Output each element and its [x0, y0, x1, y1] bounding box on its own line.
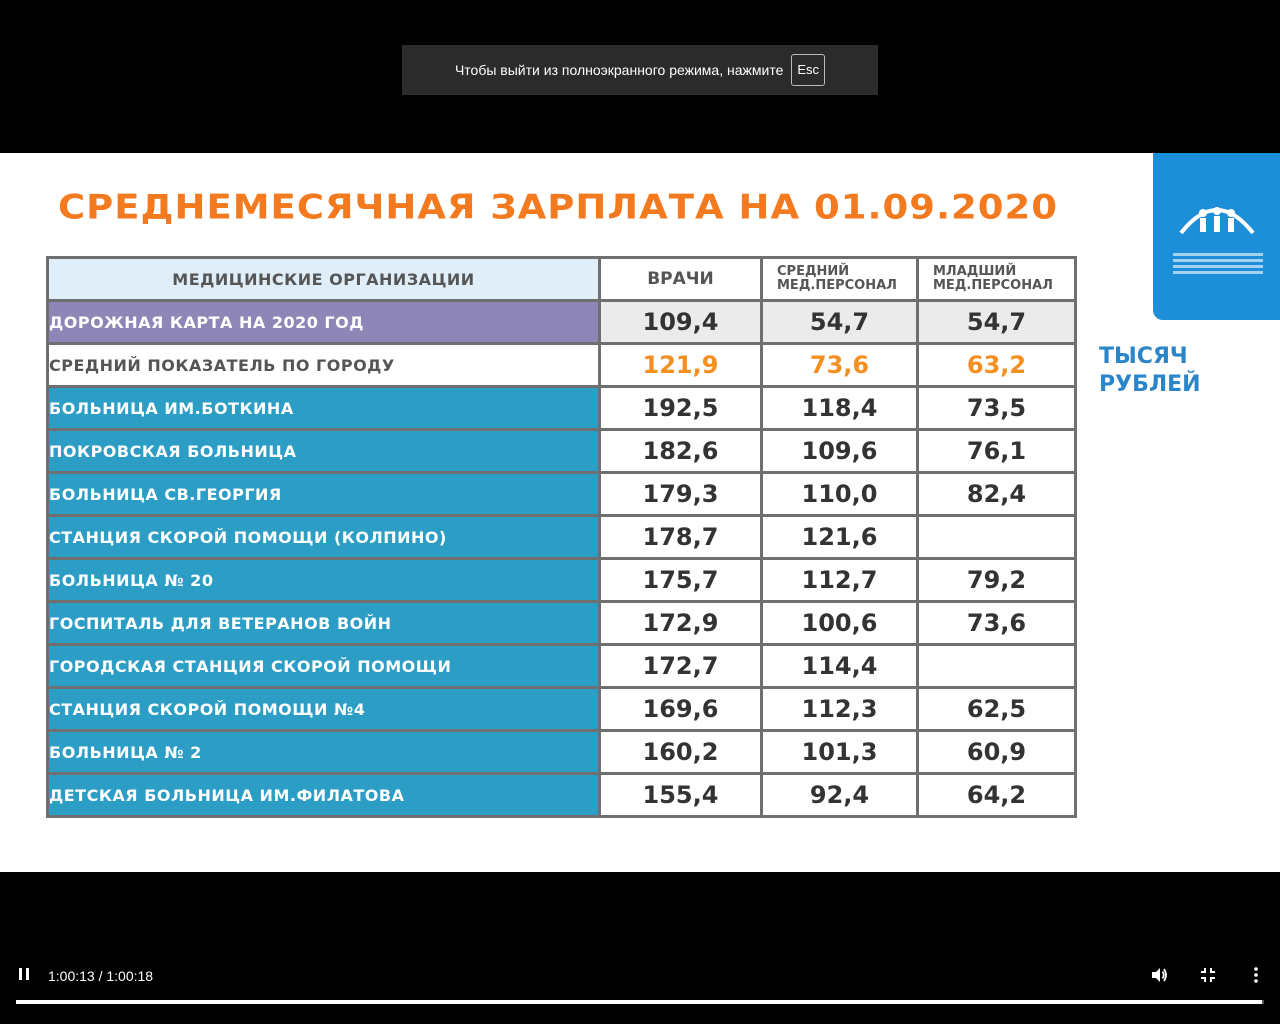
table-row: БОЛЬНИЦА № 2 160,2 101,3 60,9: [46, 729, 1077, 775]
value-junior: 79,2: [916, 557, 1077, 603]
exit-fullscreen-icon: [1201, 968, 1215, 982]
exit-fullscreen-button[interactable]: [1199, 966, 1217, 988]
header-organizations: МЕДИЦИНСКИЕ ОРГАНИЗАЦИИ: [46, 256, 601, 302]
row-name: БОЛЬНИЦА № 2: [46, 729, 601, 775]
table-row: ПОКРОВСКАЯ БОЛЬНИЦА 182,6 109,6 76,1: [46, 428, 1077, 474]
row-name: ДЕТСКАЯ БОЛЬНИЦА ИМ.ФИЛАТОВА: [46, 772, 601, 818]
header-middle-line-1: СРЕДНИЙ: [777, 264, 850, 279]
header-junior-line-1: МЛАДШИЙ: [933, 264, 1017, 279]
header-middle-staff: СРЕДНИЙ МЕД.ПЕРСОНАЛ: [760, 256, 919, 302]
time-display: 1:00:13 / 1:00:18: [48, 968, 154, 984]
value-junior: [916, 514, 1077, 560]
value-doctors: 182,6: [598, 428, 763, 474]
value-junior: 64,2: [916, 772, 1077, 818]
row-name: ПОКРОВСКАЯ БОЛЬНИЦА: [46, 428, 601, 474]
row-name: СТАНЦИЯ СКОРОЙ ПОМОЩИ №4: [46, 686, 601, 732]
value-doctors: 121,9: [598, 342, 763, 388]
value-middle: 110,0: [760, 471, 919, 517]
value-doctors: 192,5: [598, 385, 763, 431]
value-middle: 118,4: [760, 385, 919, 431]
row-name: ГОСПИТАЛЬ ДЛЯ ВЕТЕРАНОВ ВОЙН: [46, 600, 601, 646]
table-row: БОЛЬНИЦА СВ.ГЕОРГИЯ 179,3 110,0 82,4: [46, 471, 1077, 517]
more-vert-icon: [1254, 967, 1258, 983]
value-junior: 73,5: [916, 385, 1077, 431]
video-player-controls: 1:00:13 / 1:00:18: [0, 955, 1280, 1024]
esc-key-badge: Esc: [791, 54, 826, 86]
value-middle: 54,7: [760, 299, 919, 345]
value-doctors: 179,3: [598, 471, 763, 517]
table-row: СТАНЦИЯ СКОРОЙ ПОМОЩИ (КОЛПИНО) 178,7 12…: [46, 514, 1077, 560]
salary-table: МЕДИЦИНСКИЕ ОРГАНИЗАЦИИ ВРАЧИ СРЕДНИЙ МЕ…: [46, 256, 1077, 818]
value-middle: 112,3: [760, 686, 919, 732]
table-row-city-average: СРЕДНИЙ ПОКАЗАТЕЛЬ ПО ГОРОДУ 121,9 73,6 …: [46, 342, 1077, 388]
units-line-2: РУБЛЕЙ: [1099, 372, 1201, 397]
header-junior-line-2: МЕД.ПЕРСОНАЛ: [933, 278, 1053, 293]
play-pause-button[interactable]: [16, 966, 32, 986]
value-middle: 73,6: [760, 342, 919, 388]
row-name: СТАНЦИЯ СКОРОЙ ПОМОЩИ (КОЛПИНО): [46, 514, 601, 560]
seek-bar-played: [16, 1000, 1263, 1004]
fullscreen-exit-hint: Чтобы выйти из полноэкранного режима, на…: [402, 45, 878, 95]
table-row: ГОСПИТАЛЬ ДЛЯ ВЕТЕРАНОВ ВОЙН 172,9 100,6…: [46, 600, 1077, 646]
row-name: СРЕДНИЙ ПОКАЗАТЕЛЬ ПО ГОРОДУ: [46, 342, 601, 388]
pause-icon: [19, 968, 29, 980]
row-name: БОЛЬНИЦА СВ.ГЕОРГИЯ: [46, 471, 601, 517]
value-middle: 112,7: [760, 557, 919, 603]
volume-icon: [1152, 968, 1167, 982]
fullscreen-hint-text: Чтобы выйти из полноэкранного режима, на…: [454, 62, 784, 78]
value-doctors: 172,7: [598, 643, 763, 689]
table-row: СТАНЦИЯ СКОРОЙ ПОМОЩИ №4 169,6 112,3 62,…: [46, 686, 1077, 732]
seek-bar[interactable]: [16, 1000, 1264, 1004]
slide-title: СРЕДНЕМЕСЯЧНАЯ ЗАРПЛАТА НА 01.09.2020: [58, 187, 1059, 227]
fund-logo: [1153, 153, 1280, 320]
table-row: ГОРОДСКАЯ СТАНЦИЯ СКОРОЙ ПОМОЩИ 172,7 11…: [46, 643, 1077, 689]
value-junior: 54,7: [916, 299, 1077, 345]
table-row: БОЛЬНИЦА № 20 175,7 112,7 79,2: [46, 557, 1077, 603]
logo-caption: [1173, 253, 1263, 277]
value-doctors: 169,6: [598, 686, 763, 732]
value-junior: 62,5: [916, 686, 1077, 732]
value-junior: 73,6: [916, 600, 1077, 646]
value-junior: 76,1: [916, 428, 1077, 474]
value-junior: [916, 643, 1077, 689]
value-junior: 63,2: [916, 342, 1077, 388]
header-junior-staff: МЛАДШИЙ МЕД.ПЕРСОНАЛ: [916, 256, 1077, 302]
row-name: ДОРОЖНАЯ КАРТА НА 2020 ГОД: [46, 299, 601, 345]
table-row: БОЛЬНИЦА ИМ.БОТКИНА 192,5 118,4 73,5: [46, 385, 1077, 431]
value-doctors: 109,4: [598, 299, 763, 345]
row-name: ГОРОДСКАЯ СТАНЦИЯ СКОРОЙ ПОМОЩИ: [46, 643, 601, 689]
value-doctors: 175,7: [598, 557, 763, 603]
more-options-button[interactable]: [1247, 966, 1265, 988]
row-name: БОЛЬНИЦА ИМ.БОТКИНА: [46, 385, 601, 431]
value-middle: 109,6: [760, 428, 919, 474]
header-doctors: ВРАЧИ: [598, 256, 763, 302]
table-header-row: МЕДИЦИНСКИЕ ОРГАНИЗАЦИИ ВРАЧИ СРЕДНИЙ МЕ…: [46, 256, 1077, 302]
value-middle: 92,4: [760, 772, 919, 818]
value-junior: 82,4: [916, 471, 1077, 517]
value-middle: 100,6: [760, 600, 919, 646]
value-middle: 121,6: [760, 514, 919, 560]
value-middle: 114,4: [760, 643, 919, 689]
table-row-roadmap: ДОРОЖНАЯ КАРТА НА 2020 ГОД 109,4 54,7 54…: [46, 299, 1077, 345]
header-middle-line-2: МЕД.ПЕРСОНАЛ: [777, 278, 897, 293]
row-name: БОЛЬНИЦА № 20: [46, 557, 601, 603]
value-middle: 101,3: [760, 729, 919, 775]
people-logo-icon: [1179, 207, 1255, 235]
volume-button[interactable]: [1150, 966, 1168, 988]
value-doctors: 160,2: [598, 729, 763, 775]
table-row: ДЕТСКАЯ БОЛЬНИЦА ИМ.ФИЛАТОВА 155,4 92,4 …: [46, 772, 1077, 818]
value-doctors: 172,9: [598, 600, 763, 646]
value-doctors: 155,4: [598, 772, 763, 818]
value-junior: 60,9: [916, 729, 1077, 775]
value-doctors: 178,7: [598, 514, 763, 560]
units-line-1: ТЫСЯЧ: [1099, 344, 1188, 369]
video-slide: СРЕДНЕМЕСЯЧНАЯ ЗАРПЛАТА НА 01.09.2020 ТЫ…: [0, 153, 1280, 872]
units-label: ТЫСЯЧ РУБЛЕЙ: [1099, 343, 1201, 399]
